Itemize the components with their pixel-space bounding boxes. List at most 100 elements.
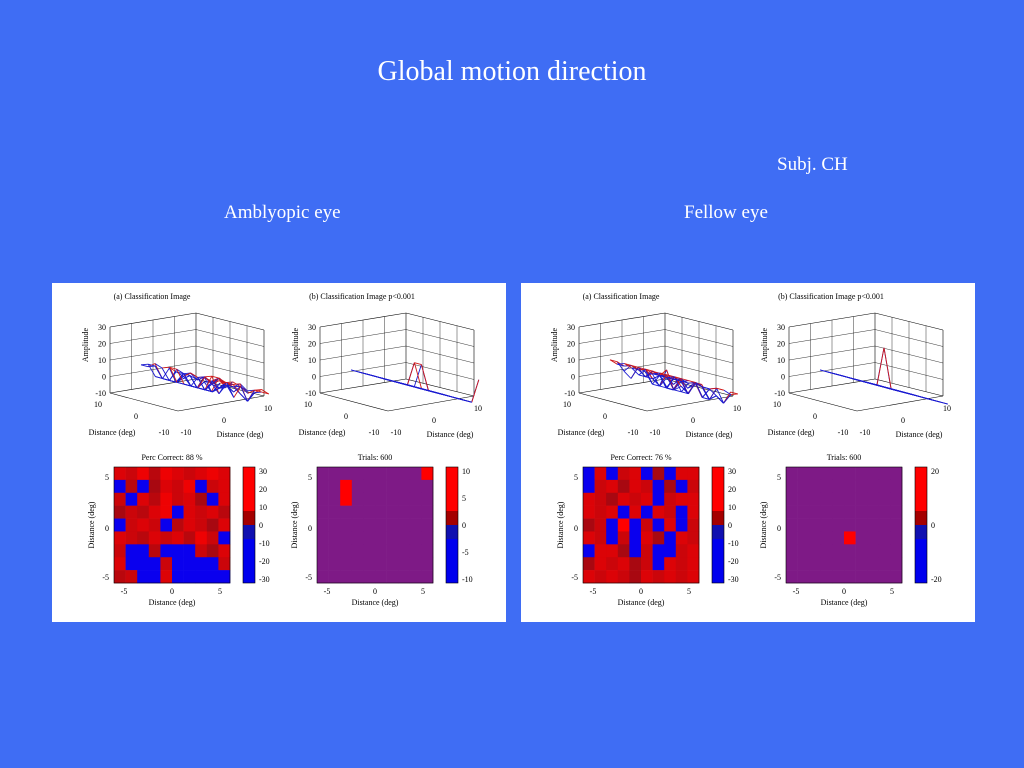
heatmap-cell <box>594 557 607 571</box>
surface-mesh-line <box>667 376 675 378</box>
surface-mesh-line <box>638 369 647 378</box>
surface-mesh-line <box>429 390 437 394</box>
surface-grid-line <box>664 345 734 364</box>
heatmap-cell <box>867 557 880 571</box>
surface-mesh-line <box>226 384 234 388</box>
heatmap-y-label: Distance (deg) <box>87 501 96 548</box>
surface-grid-line <box>319 362 407 377</box>
heatmap-cell <box>629 570 642 584</box>
heatmap-cell <box>844 557 856 571</box>
surface-mesh-line <box>863 380 871 384</box>
heatmap-y-tick: 0 <box>308 524 312 533</box>
heatmap-cell <box>340 505 353 519</box>
heatmap-cell <box>664 544 677 558</box>
heatmap-cell <box>409 518 422 532</box>
heatmap-cell <box>687 570 700 584</box>
surface-mesh-line <box>212 380 220 389</box>
heatmap-cell <box>675 467 688 481</box>
surface-grid-line <box>405 329 475 347</box>
heatmap-cell <box>218 557 231 571</box>
surface-grid-line <box>874 345 944 364</box>
heatmap-y-tick: 0 <box>574 524 578 533</box>
colorbar-tick: -10 <box>728 539 739 548</box>
heatmap-cell <box>340 492 353 506</box>
heatmap-cell <box>797 479 810 494</box>
heatmap-cell <box>148 505 161 519</box>
surface-mesh-line <box>211 376 220 394</box>
heatmap-cell <box>363 531 376 545</box>
heatmap-cell <box>386 492 399 506</box>
surface-axis-line <box>319 392 389 412</box>
surface-mesh-line <box>197 377 206 391</box>
surface-mesh-line <box>616 361 625 372</box>
heatmap-cell <box>641 505 653 519</box>
y-tick-label: 10 <box>304 400 312 409</box>
heatmap-cell <box>606 544 619 558</box>
z-tick-label: 20 <box>567 340 575 349</box>
surface-mesh-line <box>233 386 241 395</box>
heatmap-cell <box>832 479 845 494</box>
heatmap-cell <box>137 505 150 519</box>
heatmap-cell <box>629 505 642 519</box>
heatmap-cell <box>832 518 845 532</box>
heatmap-cell <box>375 518 387 532</box>
heatmap-cell <box>172 544 184 558</box>
heatmap-cell <box>890 557 903 571</box>
surface-mesh-line <box>687 382 696 389</box>
heatmap-cell <box>183 492 196 506</box>
heatmap-cell <box>183 544 196 558</box>
colorbar-negative <box>712 525 724 583</box>
heatmap-cell <box>206 492 219 506</box>
z-tick-label: 10 <box>308 356 316 365</box>
heatmap-cell <box>137 531 150 545</box>
colorbar-tick: 10 <box>259 503 267 512</box>
y-tick-label: 10 <box>773 400 781 409</box>
heatmap-cell <box>594 479 607 494</box>
surface-mesh-line <box>233 386 242 398</box>
heatmap-cell <box>606 531 619 545</box>
heatmap-cell <box>351 505 364 519</box>
surface-grid-line <box>578 329 666 344</box>
heatmap-x-label: Distance (deg) <box>821 598 868 607</box>
heatmap-frame <box>316 466 434 584</box>
surface-grid-line <box>319 329 407 344</box>
heatmap-cell <box>583 467 595 481</box>
heatmap-frame <box>113 466 231 584</box>
heatmap-cell <box>809 557 822 571</box>
colorbar-tick: -10 <box>259 539 270 548</box>
surface-mesh-line <box>219 382 227 384</box>
heatmap-cell <box>125 467 138 481</box>
heatmap-a: Perc Correct: 88 % -5 0 5 5 0 -5 Distance (deg)… <box>87 453 270 607</box>
x-axis-label: Distance (deg) <box>686 430 733 439</box>
surface-mesh-line <box>204 375 212 378</box>
z-tick-label: 0 <box>312 373 316 382</box>
heatmap-cell <box>398 467 411 481</box>
heatmap-cell <box>386 531 399 545</box>
heatmap-cell <box>641 518 653 532</box>
heatmap-cell <box>114 557 126 571</box>
heatmap-cell <box>351 479 364 494</box>
heatmap-cell <box>398 479 411 494</box>
y-axis-label: Distance (deg) <box>89 428 136 437</box>
y-tick-label: -10 <box>628 428 639 437</box>
heatmap-cell <box>183 557 196 571</box>
heatmap-cell <box>832 544 845 558</box>
x-tick-label: -10 <box>181 428 192 437</box>
x-tick-label: 0 <box>222 416 226 425</box>
heatmap-cell <box>606 557 619 571</box>
heatmap-cell <box>809 544 822 558</box>
surface-grid-line <box>109 362 197 377</box>
surface-mesh-line <box>883 347 892 389</box>
surface-mesh-line <box>233 385 241 388</box>
heatmap-cell <box>606 518 619 532</box>
heatmap-cell <box>786 518 798 532</box>
surface-mesh-line <box>695 382 704 388</box>
surface-mesh-line <box>247 389 255 392</box>
surface-grid-line <box>664 329 734 347</box>
heatmap-cell <box>398 544 411 558</box>
heatmap-cell <box>652 518 665 532</box>
heatmap-cell <box>351 570 364 584</box>
surface-mesh-line <box>609 359 618 365</box>
surface-mesh-line <box>891 388 899 392</box>
heatmap-cell <box>328 492 341 506</box>
